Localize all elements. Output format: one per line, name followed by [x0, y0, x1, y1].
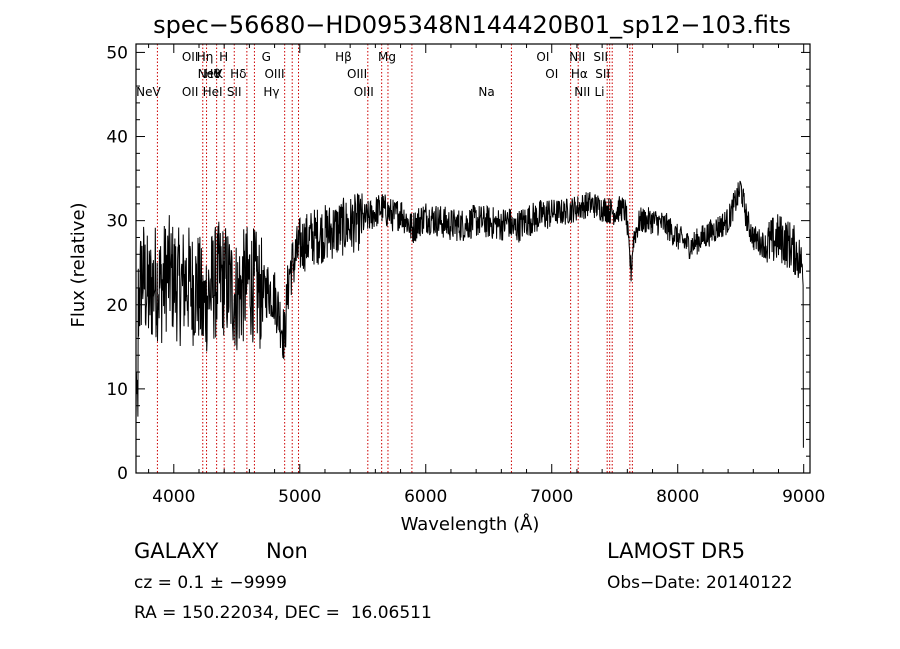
- line-marker-label: NII: [574, 85, 590, 99]
- coordinates: RA = 150.22034, DEC = 16.06511: [134, 603, 432, 623]
- line-marker-label: Hδ: [230, 67, 246, 81]
- y-tick-label: 30: [106, 212, 128, 232]
- line-marker-label: Na: [478, 85, 494, 99]
- line-marker-label: Hθ: [204, 67, 220, 81]
- x-tick-label: 6000: [404, 487, 447, 507]
- y-tick-label: 20: [106, 296, 128, 316]
- line-marker-label: Mg: [378, 50, 396, 64]
- y-tick-label: 40: [106, 128, 128, 148]
- line-marker-label: OI: [545, 67, 558, 81]
- x-tick-label: 5000: [278, 487, 321, 507]
- spectrum-chart: spec−56680−HD095348N144420B01_sp12−103.f…: [68, 11, 825, 535]
- x-tick-label: 9000: [782, 487, 825, 507]
- axes: 4000 5000 6000 7000 8000 9000 0 10 20 30 40 50: [106, 43, 825, 507]
- y-tick-label: 50: [106, 43, 128, 63]
- line-marker-label: NII: [569, 50, 585, 64]
- survey-label: LAMOST DR5: [607, 539, 746, 563]
- chart-title: spec−56680−HD095348N144420B01_sp12−103.f…: [153, 11, 791, 39]
- y-tick-label: 10: [106, 380, 128, 400]
- line-marker-label: Hη: [197, 50, 214, 64]
- line-marker-label: Li: [594, 85, 604, 99]
- line-marker-label: Hα: [571, 67, 588, 81]
- line-marker-label: OIII: [347, 67, 367, 81]
- line-marker-label: NeV: [198, 67, 223, 81]
- object-class: GALAXY: [134, 539, 219, 563]
- spectrum-line: [135, 180, 804, 448]
- line-marker-label: OII: [182, 85, 199, 99]
- line-marker-label: OIII: [264, 67, 284, 81]
- x-tick-label: 8000: [656, 487, 699, 507]
- line-marker-label: OIII: [354, 85, 374, 99]
- line-marker-label: SII: [593, 50, 608, 64]
- x-tick-label: 4000: [152, 487, 195, 507]
- x-tick-label: 7000: [530, 487, 573, 507]
- x-axis-label: Wavelength (Å): [401, 513, 540, 535]
- spectrum-series: [135, 180, 804, 448]
- line-marker-label: OI: [536, 50, 549, 64]
- y-axis-label: Flux (relative): [68, 202, 89, 327]
- redshift-line: cz = 0.1 ± −9999: [134, 573, 287, 593]
- line-marker-label: OII: [182, 50, 199, 64]
- line-marker-label: G: [262, 50, 271, 64]
- line-marker-label: SII: [227, 85, 242, 99]
- line-marker-label: HeI: [203, 85, 223, 99]
- line-marker-label: Hβ: [335, 50, 352, 64]
- plot-frame: [135, 43, 811, 474]
- y-tick-label: 0: [117, 464, 128, 484]
- line-marker-label: H: [219, 50, 228, 64]
- line-marker-label: Hγ: [263, 85, 279, 99]
- line-marker-label: K: [215, 67, 224, 81]
- line-marker-label: NeV: [136, 85, 161, 99]
- observation-date: Obs−Date: 20140122: [607, 573, 793, 593]
- object-subclass: Non: [266, 539, 308, 563]
- line-marker-label: SII: [595, 67, 610, 81]
